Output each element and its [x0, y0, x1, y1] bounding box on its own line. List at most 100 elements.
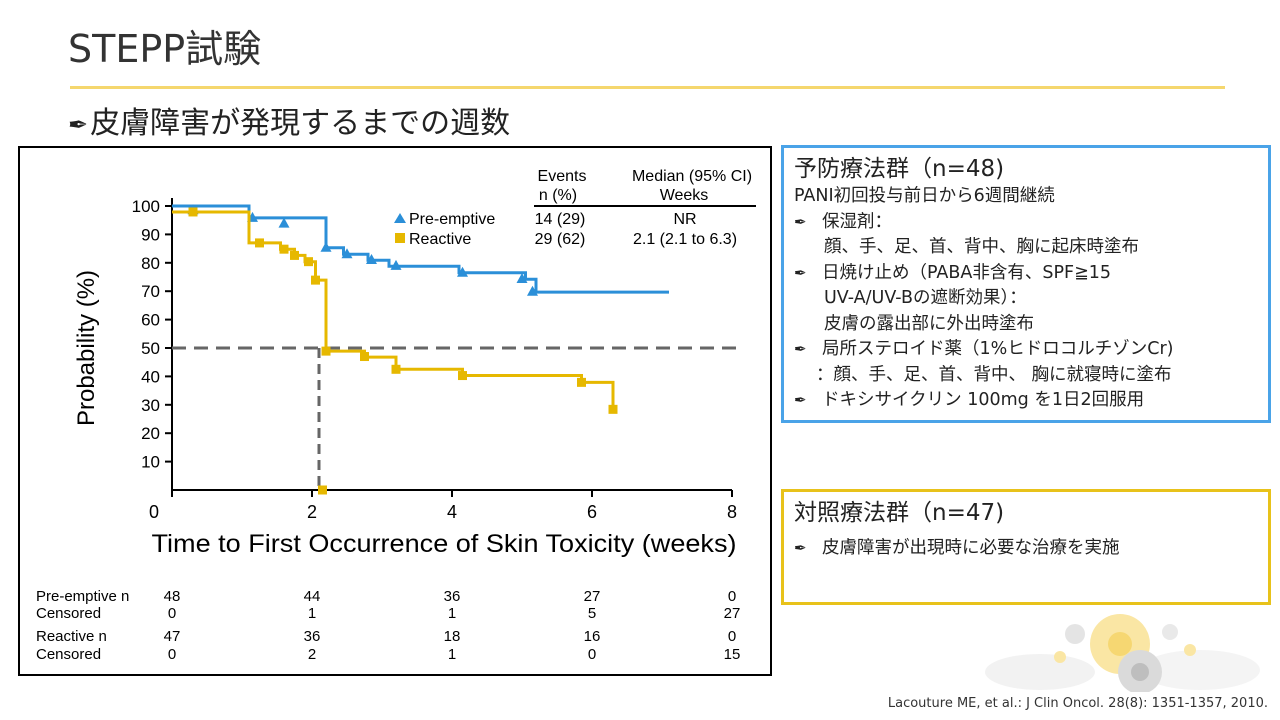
- preventive-item: ✒ 局所ステロイド薬（1%ヒドロコルチゾンCr): [794, 337, 1258, 363]
- flower-decoration: [985, 614, 1260, 692]
- legend-median-value: 2.1 (2.1 to 6.3): [633, 231, 737, 248]
- y-axis-label: Probability (%): [73, 270, 100, 426]
- risk-table-cell: 16: [584, 628, 601, 645]
- legend-header-events-unit: n (%): [539, 187, 577, 204]
- x-tick-label: 4: [447, 502, 457, 522]
- legend-series-name: Pre-emptive: [409, 211, 495, 228]
- y-tick-label: 10: [141, 453, 160, 472]
- risk-table-cell: 2: [308, 646, 316, 663]
- preventive-item-label: ドキシサイクリン 100mg を1日2回服用: [822, 390, 1145, 410]
- legend-header-events: Events: [538, 168, 587, 185]
- y-tick-label: 30: [141, 396, 160, 415]
- preventive-item-detail: 顔、手、足、首、背中、胸に起床時塗布: [824, 237, 1139, 257]
- censor-mark-reactive: [255, 238, 264, 248]
- page-title: STEPP試験: [68, 27, 262, 71]
- x-tick-label: 0: [149, 502, 159, 522]
- y-tick-label: 40: [141, 367, 160, 386]
- preventive-item-label: 日焼け止め（PABA非含有、SPF≧15: [822, 262, 1112, 283]
- preventive-item-detail: ：顔、手、足、首、背中、 胸に就寝時に塗布: [816, 364, 1172, 385]
- risk-table-cell: 27: [584, 588, 601, 605]
- risk-table-row-label: Censored: [36, 646, 101, 663]
- censor-mark-reactive: [318, 485, 327, 495]
- censor-mark-pre-emptive: [341, 248, 353, 259]
- legend-series-name: Reactive: [409, 231, 471, 248]
- subtitle-text: 皮膚障害が発現するまでの週数: [90, 106, 511, 141]
- censor-mark-pre-emptive: [278, 217, 290, 228]
- preventive-item-label: 保湿剤：: [822, 211, 892, 232]
- control-item: ✒ 皮膚障害が出現時に必要な治療を実施: [794, 536, 1258, 562]
- risk-table-cell: 27: [724, 605, 741, 622]
- km-chart-frame: 10 20 30 40 50 60 70 80 90 100 0 2 4 6 8 Probability (%…: [18, 146, 772, 676]
- series-line-pre-emptive: [172, 204, 669, 294]
- risk-table-cell: 0: [588, 646, 596, 663]
- legend-header-median: Median (95% CI): [632, 168, 752, 185]
- censor-mark-reactive: [321, 346, 331, 356]
- x-axis-label: Time to First Occurrence of Skin Toxicit…: [152, 530, 737, 558]
- censor-mark-reactive: [311, 275, 320, 285]
- censor-mark-reactive: [391, 364, 401, 374]
- y-tick-label: 50: [141, 339, 160, 358]
- censor-mark-pre-emptive: [516, 272, 528, 283]
- pen-icon: ✒: [794, 340, 807, 358]
- pen-icon: ✒: [794, 539, 807, 557]
- control-group-title: 対照療法群（n=47): [794, 500, 1005, 526]
- control-item-label: 皮膚障害が出現時に必要な治療を実施: [822, 538, 1120, 558]
- citation: Lacouture ME, et al.: J Clin Oncol. 28(8…: [887, 696, 1268, 711]
- legend-marker-reactive: [395, 233, 405, 243]
- preventive-item-detail: UV-A/UV-Bの遮断効果）：: [824, 288, 1027, 308]
- risk-table-cell: 36: [444, 588, 461, 605]
- censor-mark-reactive: [577, 377, 586, 387]
- legend-median-value: NR: [673, 211, 696, 228]
- censor-mark-reactive: [608, 404, 618, 414]
- y-tick-label: 80: [141, 254, 160, 273]
- risk-table-cell: 0: [728, 628, 736, 645]
- control-group-box: 対照療法群（n=47) ✒ 皮膚障害が出現時に必要な治療を実施: [781, 489, 1271, 605]
- y-tick-label: 60: [141, 311, 160, 330]
- preventive-items: ✒ 保湿剤： 顔、手、足、首、背中、胸に起床時塗布 ✒ 日焼け止め（PABA非含有、SP…: [794, 210, 1258, 414]
- pen-icon: ✒: [794, 391, 807, 409]
- legend-header-median-unit: Weeks: [660, 187, 709, 204]
- y-tick-label: 100: [132, 197, 160, 216]
- risk-table-row-label: Reactive n: [36, 628, 107, 645]
- risk-table-row-label: Pre-emptive n: [36, 588, 129, 605]
- preventive-group-box: 予防療法群（n=48) PANI初回投与前日から6週間継続 ✒ 保湿剤： 顔、手、足…: [781, 145, 1271, 423]
- risk-table-cell: 1: [448, 646, 456, 663]
- legend-events-value: 29 (62): [535, 231, 586, 248]
- x-tick-label: 6: [587, 502, 597, 522]
- preventive-item: ✒ ドキシサイクリン 100mg を1日2回服用: [794, 388, 1258, 414]
- risk-table-cell: 44: [304, 588, 321, 605]
- risk-table-cell: 1: [308, 605, 316, 622]
- risk-table-cell: 48: [164, 588, 181, 605]
- pen-icon: ✒: [68, 111, 89, 139]
- preventive-item: ✒ 保湿剤：: [794, 210, 1258, 236]
- risk-table-row-label: Censored: [36, 605, 101, 622]
- risk-table-cell: 18: [444, 628, 461, 645]
- censor-mark-pre-emptive: [457, 266, 468, 277]
- risk-table-cell: 47: [164, 628, 181, 645]
- censor-mark-pre-emptive: [366, 253, 377, 264]
- preventive-item: ✒ 日焼け止め（PABA非含有、SPF≧15: [794, 261, 1258, 287]
- y-tick-label: 90: [141, 225, 160, 244]
- y-tick-label: 70: [141, 282, 160, 301]
- censor-mark-reactive: [188, 207, 198, 217]
- legend-events-value: 14 (29): [535, 211, 586, 228]
- x-tick-label: 8: [727, 502, 737, 522]
- censor-mark-reactive: [290, 250, 299, 260]
- risk-table-cell: 1: [448, 605, 456, 622]
- censor-mark-reactive: [360, 352, 369, 362]
- censor-mark-pre-emptive: [320, 241, 332, 252]
- slide-subtitle: ✒皮膚障害が発現するまでの週数: [68, 98, 510, 142]
- censor-mark-reactive: [304, 257, 313, 267]
- preventive-item-detail: 皮膚の露出部に外出時塗布: [824, 313, 1034, 334]
- risk-table-cell: 0: [168, 646, 176, 663]
- risk-table-cell: 0: [728, 588, 736, 605]
- risk-table-cell: 15: [724, 646, 741, 663]
- preventive-item-label: 局所ステロイド薬（1%ヒドロコルチゾンCr): [822, 339, 1174, 359]
- preventive-group-lead: PANI初回投与前日から6週間継続: [794, 186, 1055, 206]
- risk-table-cell: 36: [304, 628, 321, 645]
- pen-icon: ✒: [794, 263, 807, 282]
- censor-mark-pre-emptive: [390, 259, 402, 270]
- legend-marker-pre-emptive: [394, 213, 406, 223]
- risk-table-cell: 5: [588, 605, 596, 622]
- censor-mark-pre-emptive: [527, 285, 538, 296]
